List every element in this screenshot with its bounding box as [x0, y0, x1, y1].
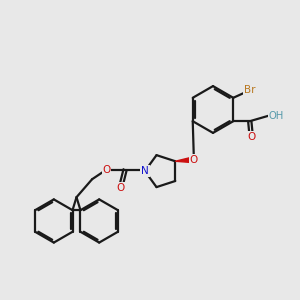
Text: O: O	[116, 183, 125, 193]
Text: O: O	[247, 132, 255, 142]
Text: Br: Br	[244, 85, 256, 95]
Text: O: O	[102, 165, 111, 175]
Text: N: N	[141, 166, 149, 176]
Polygon shape	[175, 157, 194, 163]
Text: O: O	[190, 155, 198, 165]
Text: OH: OH	[268, 111, 284, 121]
